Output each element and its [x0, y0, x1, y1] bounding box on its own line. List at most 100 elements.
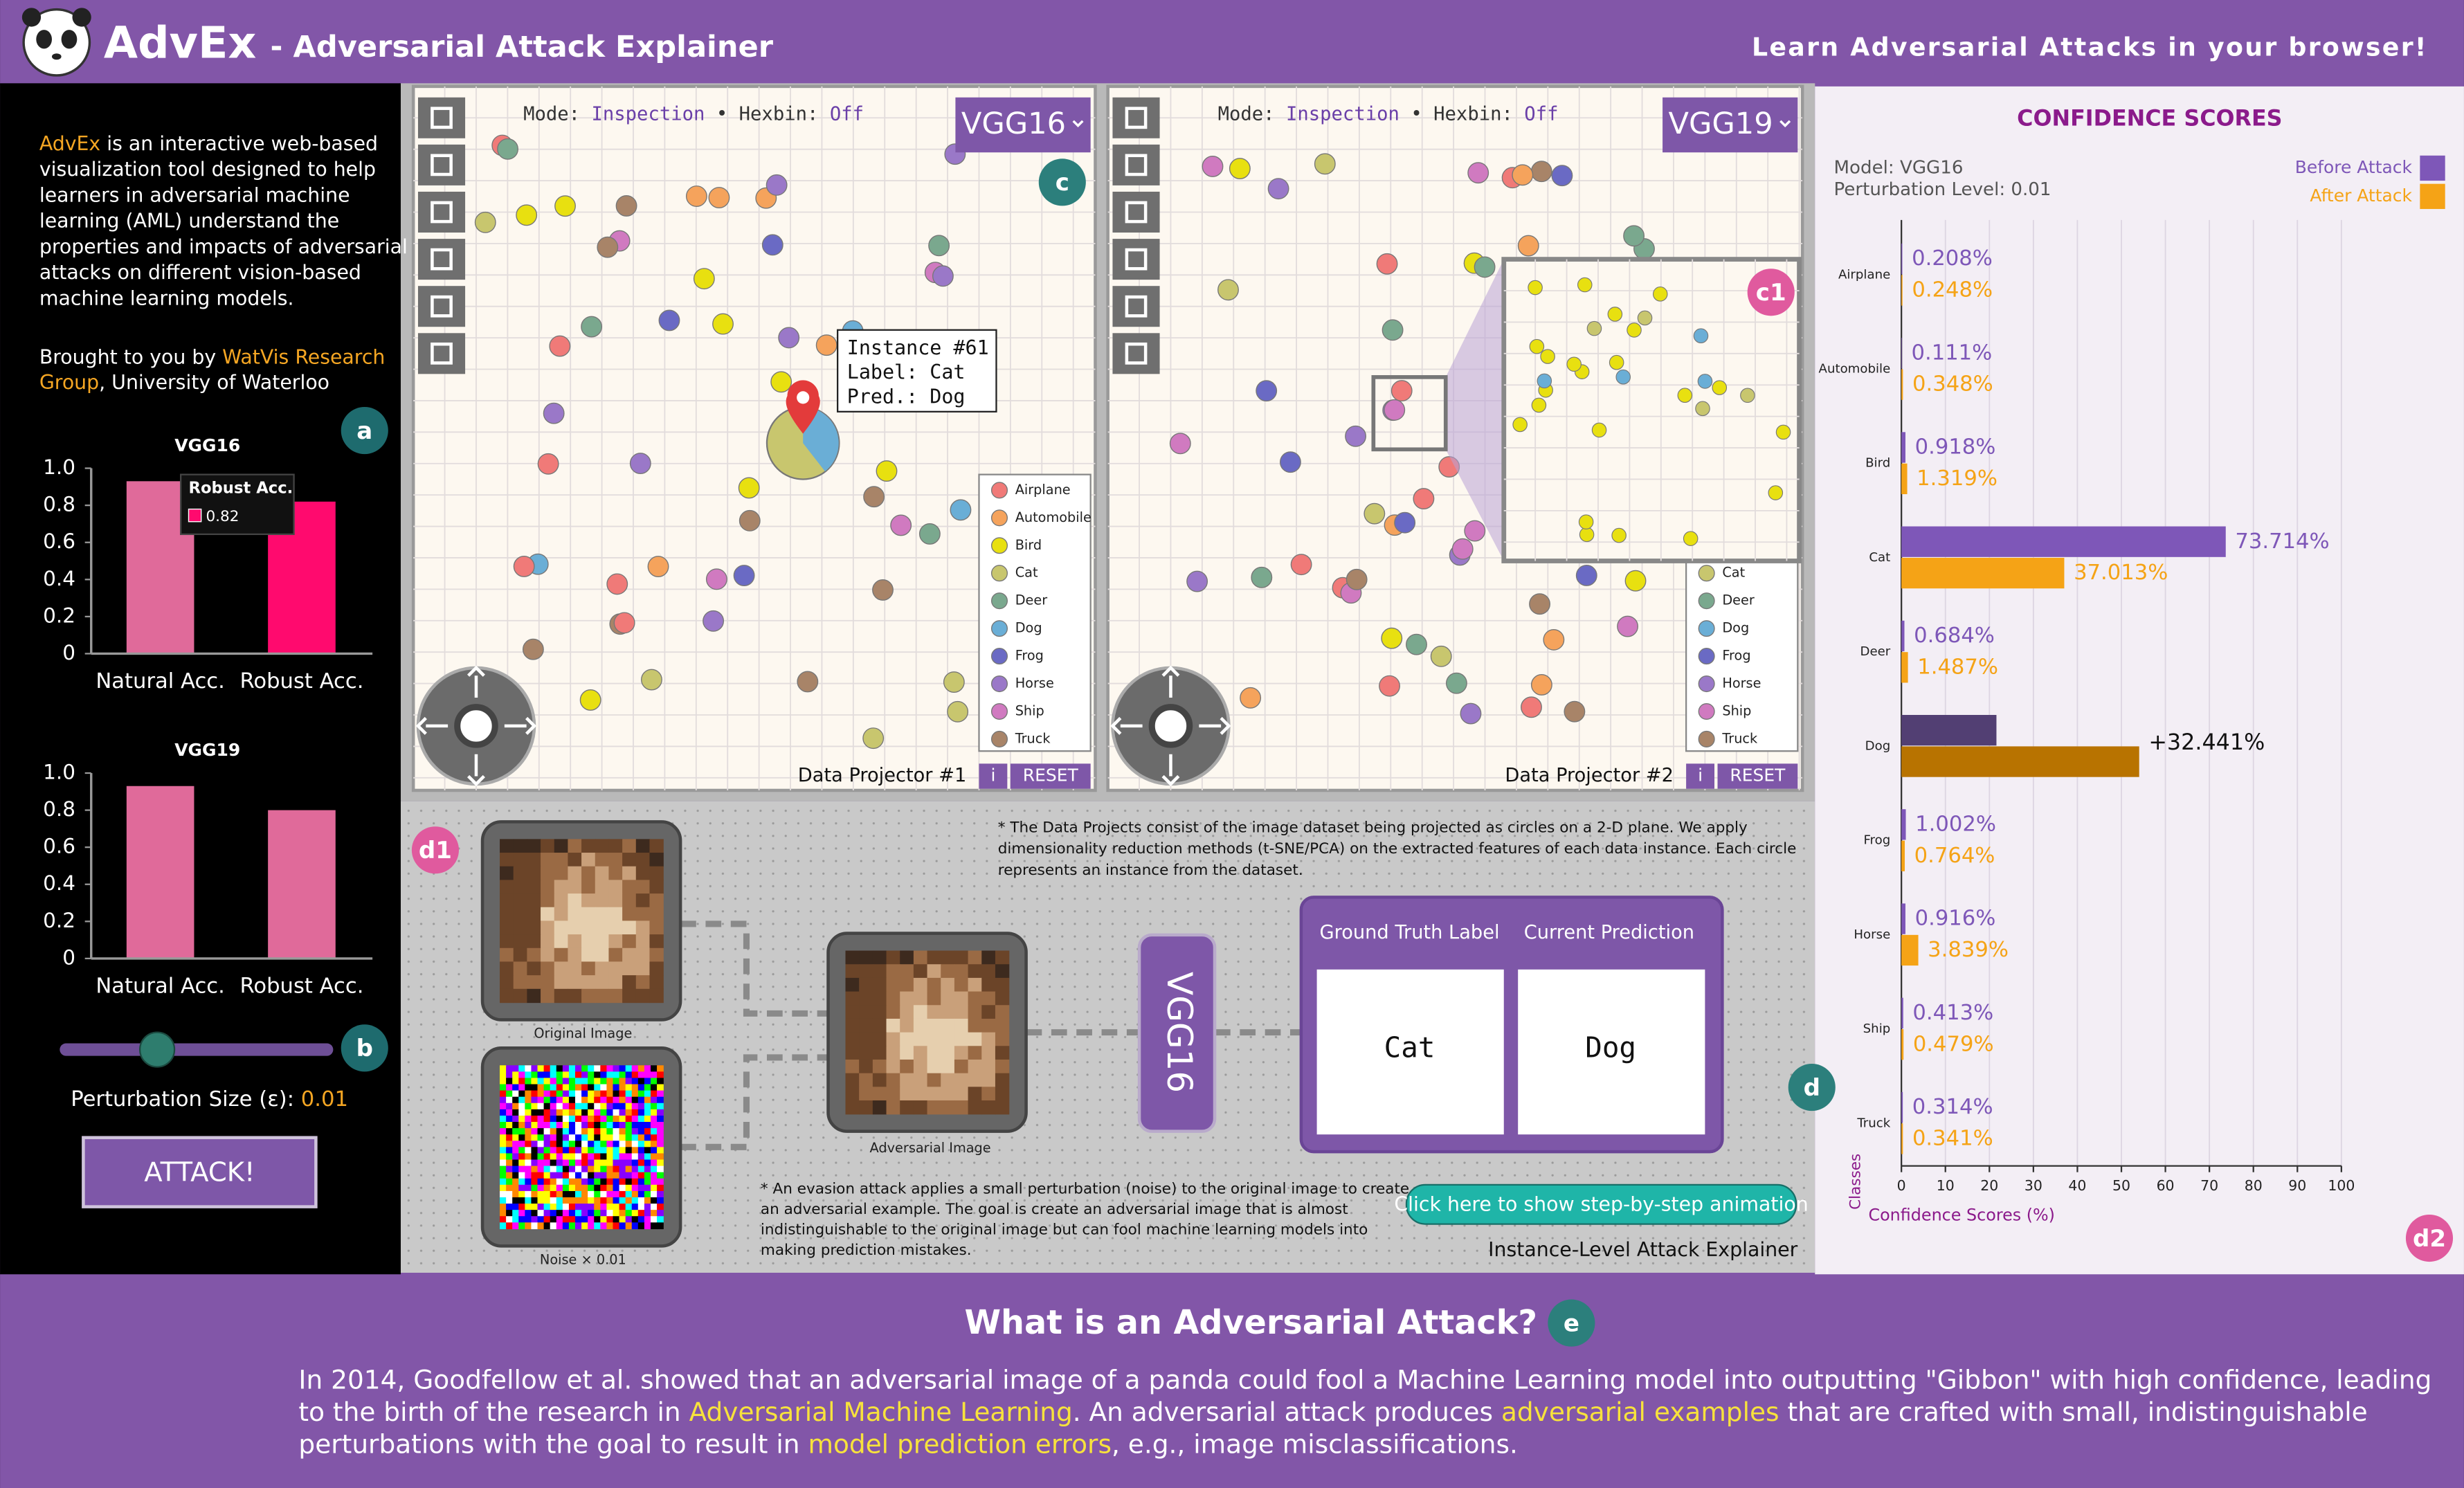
noise-pixel: [575, 1128, 582, 1135]
reset-button[interactable]: [1717, 763, 1798, 789]
badge: [411, 826, 459, 874]
toolbar-button[interactable]: [417, 333, 466, 374]
noise-pixel: [556, 1204, 563, 1210]
noise-pixel: [588, 1216, 595, 1223]
noise-pixel: [506, 1172, 513, 1179]
adversarial-pixel: [913, 1100, 928, 1115]
noise-pixel: [637, 1090, 645, 1098]
instance-dot: [1202, 156, 1224, 177]
adversarial-pixel: [927, 1032, 941, 1046]
original-pixel: [649, 866, 664, 881]
adversarial-pixel: [968, 964, 982, 979]
noise-pixel: [650, 1159, 658, 1167]
animation-button[interactable]: [1405, 1183, 1797, 1225]
noise-pixel: [512, 1153, 519, 1161]
original-pixel: [635, 907, 651, 922]
noise-pixel: [500, 1141, 507, 1148]
adversarial-pixel: [927, 1087, 941, 1101]
adversarial-pixel: [886, 1087, 900, 1101]
noise-pixel: [556, 1184, 563, 1192]
noise-pixel: [562, 1090, 570, 1098]
adversarial-pixel: [913, 977, 928, 992]
badge: [2405, 1214, 2454, 1262]
instance-dot: [640, 669, 662, 691]
toolbar-button[interactable]: [417, 97, 466, 138]
original-pixel: [513, 866, 528, 881]
noise-pixel: [568, 1147, 576, 1154]
reset-button[interactable]: [1010, 763, 1091, 789]
info-button[interactable]: [1686, 763, 1714, 789]
instance-dot: [1279, 451, 1301, 473]
instance-dot: [606, 573, 628, 595]
noise-pixel: [650, 1172, 658, 1179]
noise-pixel: [613, 1165, 620, 1173]
noise-pixel: [543, 1078, 551, 1085]
info-button[interactable]: [979, 763, 1008, 789]
x-axis-label: Confidence Scores (%): [1868, 1206, 2055, 1225]
toolbar-button[interactable]: [1112, 191, 1160, 233]
model-select[interactable]: [955, 97, 1091, 153]
noise-pixel: [543, 1197, 551, 1204]
noise-pixel: [594, 1065, 601, 1073]
noise-pixel: [588, 1204, 595, 1210]
bar: [126, 786, 194, 959]
noise-pixel: [537, 1153, 545, 1161]
noise-pixel: [543, 1184, 551, 1192]
original-pixel: [635, 920, 651, 935]
attack-button[interactable]: [82, 1136, 318, 1208]
noise-pixel: [625, 1184, 633, 1192]
noise-pixel: [525, 1159, 532, 1167]
legend-label: Cat: [1722, 565, 1745, 581]
original-pixel: [541, 988, 555, 1004]
noise-pixel: [506, 1197, 513, 1204]
noise-pixel: [506, 1190, 513, 1198]
noise-pixel: [581, 1172, 588, 1179]
adversarial-pixel: [913, 1032, 928, 1046]
noise-pixel: [556, 1122, 563, 1129]
noise-pixel: [600, 1159, 608, 1167]
adversarial-pixel: [900, 1018, 914, 1033]
toolbar-button[interactable]: [417, 144, 466, 185]
badge-label: d: [1804, 1074, 1820, 1102]
noise-pixel: [556, 1165, 563, 1173]
adversarial-pixel: [845, 1018, 860, 1033]
toolbar-button[interactable]: [417, 239, 466, 280]
toolbar-button[interactable]: [1112, 286, 1160, 327]
toolbar-button[interactable]: [1112, 144, 1160, 185]
toolbar-button[interactable]: [1112, 333, 1160, 374]
instance-dot: [581, 316, 603, 338]
noise-pixel: [625, 1096, 633, 1104]
noise-pixel: [650, 1222, 658, 1230]
original-pixel: [513, 961, 528, 976]
toolbar-button[interactable]: [417, 286, 466, 327]
noise-pixel: [594, 1204, 601, 1210]
adversarial-pixel: [886, 1100, 900, 1115]
original-pixel: [513, 934, 528, 949]
data-label: 0.348%: [1912, 372, 1993, 397]
original-pixel: [581, 866, 596, 881]
noise-pixel: [581, 1165, 588, 1173]
noise-pixel: [650, 1090, 658, 1098]
noise-pixel: [657, 1090, 664, 1098]
noise-pixel: [531, 1216, 538, 1223]
toolbar-button[interactable]: [1112, 97, 1160, 138]
highlight-text: adversarial examples: [1501, 1397, 1779, 1427]
toolbar-icon: [1125, 154, 1148, 176]
toolbar-button[interactable]: [417, 191, 466, 233]
badge-label: e: [1564, 1309, 1579, 1337]
select-chevron: [1779, 120, 1791, 128]
slider-knob[interactable]: [138, 1031, 176, 1068]
noise-pixel: [625, 1178, 633, 1186]
original-pixel: [595, 988, 610, 1004]
toolbar-button[interactable]: [1112, 239, 1160, 280]
original-pixel: [541, 839, 555, 853]
noise-pixel: [588, 1134, 595, 1141]
noise-pixel: [594, 1222, 601, 1230]
legend-label: Frog: [1015, 648, 1044, 664]
text-line: Group, University of Waterloo: [39, 371, 329, 394]
model-select[interactable]: [1663, 97, 1798, 153]
adversarial-pixel: [927, 1100, 941, 1115]
noise-pixel: [613, 1128, 620, 1135]
noise-pixel: [588, 1197, 595, 1204]
original-pixel: [541, 975, 555, 990]
